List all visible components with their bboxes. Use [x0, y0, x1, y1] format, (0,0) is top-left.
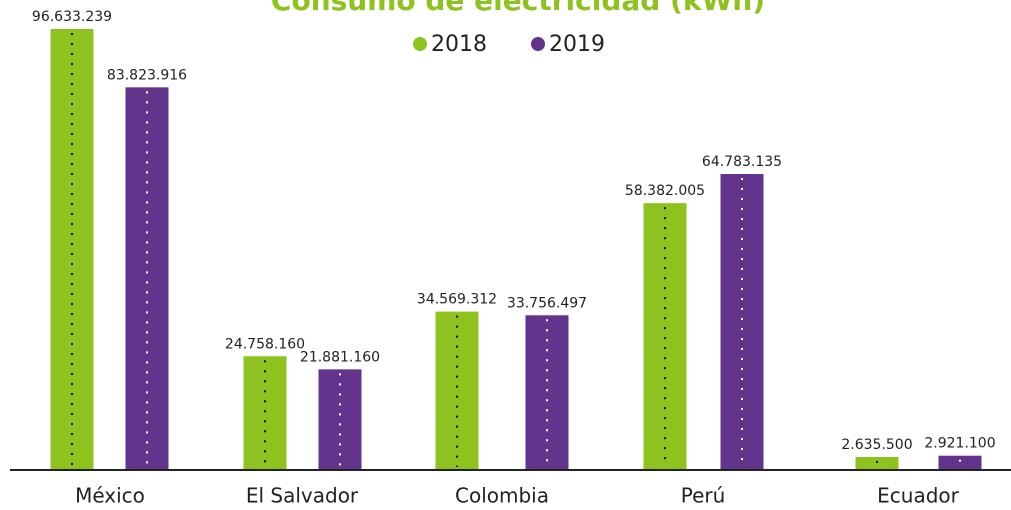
data-label: 96.633.239: [32, 9, 112, 25]
bar: [855, 456, 899, 469]
x-tick-label: Colombia: [455, 484, 549, 508]
data-label: 24.758.160: [225, 336, 305, 352]
bar: [525, 315, 569, 469]
legend-swatch: [413, 37, 427, 51]
data-label: 2.635.500: [841, 437, 912, 453]
legend-label: 2019: [549, 32, 605, 57]
data-label: 83.823.916: [107, 67, 187, 83]
chart-title: Consumo de electricidad (kWh): [271, 0, 765, 17]
bar: [243, 356, 287, 469]
x-tick-label: El Salvador: [246, 484, 359, 508]
data-label: 58.382.005: [625, 183, 705, 199]
x-tick-label: Perú: [681, 484, 726, 508]
data-label: 2.921.100: [924, 436, 995, 452]
x-tick-label: Ecuador: [877, 484, 959, 508]
bar: [50, 29, 94, 469]
bar: [435, 311, 479, 469]
legend-swatch: [531, 37, 545, 51]
bar: [938, 455, 982, 469]
bar: [125, 87, 169, 469]
bar: [318, 369, 362, 469]
data-label: 21.881.160: [300, 349, 380, 365]
x-tick-label: México: [75, 484, 145, 508]
legend-label: 2018: [431, 32, 487, 57]
data-label: 34.569.312: [417, 292, 497, 308]
data-label: 64.783.135: [702, 154, 782, 170]
data-label: 33.756.497: [507, 295, 587, 311]
